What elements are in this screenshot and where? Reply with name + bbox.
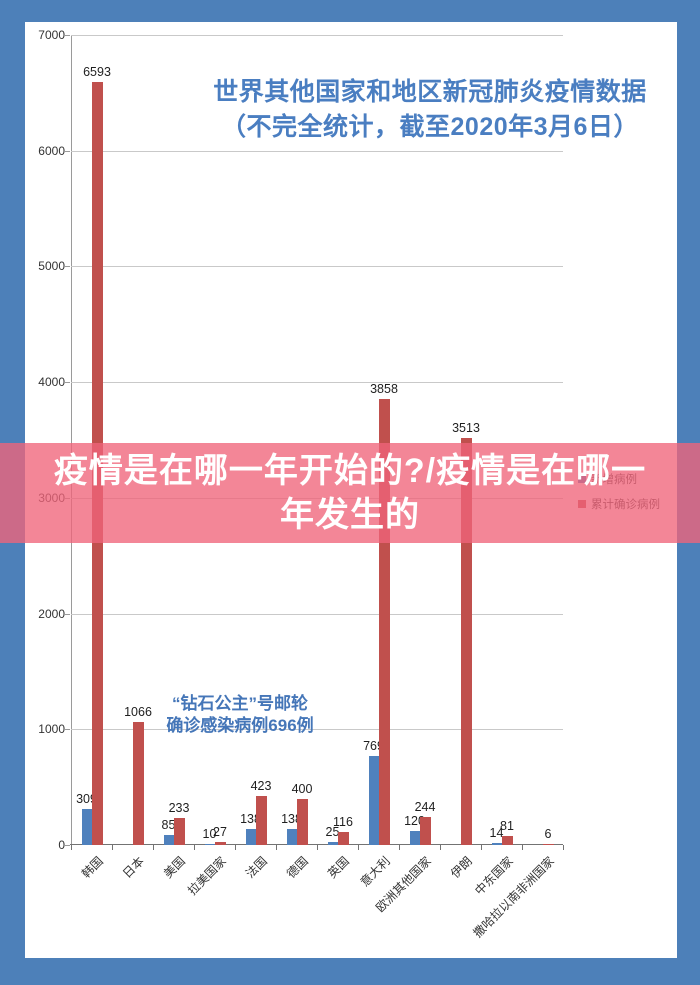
bar-累计确诊病例-美国: [173, 818, 185, 845]
y-axis-label-7000: 7000: [38, 28, 65, 42]
y-axis-label-6000: 6000: [38, 143, 65, 158]
annotation-diamond-princess: “钻石公主”号邮轮 确诊感染病例696例: [95, 693, 385, 737]
x-tick-6: [317, 845, 318, 850]
x-axis-label-意大利: 意大利: [358, 854, 394, 890]
bar-累计确诊病例-欧洲其他国家: [419, 817, 431, 845]
bar-label-累计确诊病例-德国: 400: [291, 782, 313, 796]
y-tick-7000: [65, 35, 70, 36]
y-tick-2000: [65, 613, 70, 615]
bar-新增病例-法国: [245, 829, 256, 845]
y-tick-6000: [65, 150, 70, 152]
bar-新增病例-韩国: [81, 809, 92, 845]
x-tick-3: [194, 845, 195, 850]
y-tick-4000: [65, 382, 70, 384]
bar-累计确诊病例-意大利: [378, 399, 390, 845]
x-tick-5: [276, 845, 277, 850]
banner-title-line1: 疫情是在哪一年开始的?/疫情是在哪一: [53, 452, 647, 490]
x-axis-label-拉美国家: 拉美国家: [185, 854, 230, 898]
bar-新增病例-美国: [163, 835, 174, 845]
x-tick-11: [522, 845, 523, 850]
x-tick-10: [481, 845, 482, 850]
x-axis-label-德国: 德国: [284, 854, 312, 881]
y-axis-label-5000: 5000: [38, 259, 65, 274]
bar-新增病例-中东国家: [491, 843, 502, 845]
bar-累计确诊病例-拉美国家: [214, 842, 226, 845]
bar-累计确诊病例-伊朗: [460, 438, 472, 845]
bar-累计确诊病例-中东国家: [501, 836, 513, 845]
bar-label-累计确诊病例-拉美国家: 27: [213, 825, 227, 839]
y-tick-1000: [65, 729, 70, 731]
y-axis-label-2000: 2000: [38, 606, 65, 621]
bar-累计确诊病例-日本: [132, 722, 144, 845]
bar-label-累计确诊病例-日本: 1066: [124, 705, 152, 719]
x-axis-label-撒哈拉以南非洲国家: 撒哈拉以南非洲国家: [471, 854, 558, 941]
x-axis-label-日本: 日本: [120, 854, 148, 881]
y-axis-label-4000: 4000: [38, 375, 65, 390]
bar-label-累计确诊病例-美国: 233: [168, 801, 190, 815]
annotation-line2: 确诊感染病例696例: [166, 716, 314, 735]
article-title-banner[interactable]: 疫情是在哪一年开始的?/疫情是在哪一 年发生的: [0, 443, 700, 543]
x-axis-line: [70, 844, 563, 845]
x-tick-2: [153, 845, 154, 850]
bar-label-新增病例-英国: 25: [325, 825, 340, 839]
y-tick-5000: [65, 266, 70, 268]
gridline-7000: [71, 35, 563, 36]
y-tick-0: [65, 845, 70, 846]
bar-累计确诊病例-法国: [255, 796, 267, 845]
bar-label-累计确诊病例-法国: 423: [250, 779, 272, 793]
gridline-6000: [71, 150, 563, 152]
bar-label-新增病例-拉美国家: 10: [202, 827, 217, 841]
x-axis-label-韩国: 韩国: [79, 854, 107, 881]
x-axis-label-伊朗: 伊朗: [448, 854, 476, 881]
x-tick-1: [112, 845, 113, 850]
x-axis-label-法国: 法国: [243, 854, 271, 881]
bar-label-累计确诊病例-撒哈拉以南非洲国家: 6: [544, 827, 552, 841]
bar-label-累计确诊病例-欧洲其他国家: 244: [414, 800, 436, 814]
chart-title-line1: 世界其他国家和地区新冠肺炎疫情数据: [213, 78, 647, 106]
bar-新增病例-拉美国家: [204, 844, 215, 845]
bar-label-累计确诊病例-英国: 116: [333, 815, 353, 829]
bar-新增病例-欧洲其他国家: [409, 831, 420, 845]
bar-label-累计确诊病例-意大利: 3858: [370, 382, 398, 396]
x-axis-label-美国: 美国: [161, 854, 189, 881]
bar-累计确诊病例-德国: [296, 799, 308, 845]
x-tick-8: [399, 845, 400, 850]
bar-累计确诊病例-英国: [337, 832, 349, 845]
banner-title-line2: 年发生的: [280, 496, 420, 534]
gridline-1000: [71, 729, 563, 731]
gridline-4000: [71, 382, 563, 384]
bar-label-累计确诊病例-中东国家: 81: [500, 819, 514, 833]
x-tick-7: [358, 845, 359, 850]
bar-label-新增病例-中东国家: 14: [489, 826, 504, 840]
x-tick-9: [440, 845, 441, 850]
bar-新增病例-德国: [286, 829, 297, 845]
bar-新增病例-意大利: [368, 756, 379, 845]
y-axis-line: [71, 35, 72, 845]
x-axis-label-英国: 英国: [325, 854, 353, 881]
chart-title-line2: （不完全统计，截至2020年3月6日）: [221, 113, 639, 141]
bar-label-累计确诊病例-韩国: 6593: [83, 65, 111, 79]
bar-累计确诊病例-撒哈拉以南非洲国家: [542, 844, 554, 845]
annotation-line1: “钻石公主”号邮轮: [172, 694, 308, 713]
x-tick-4: [235, 845, 236, 850]
chart-title: 世界其他国家和地区新冠肺炎疫情数据 （不完全统计，截至2020年3月6日）: [175, 75, 685, 145]
x-tick-12: [563, 845, 564, 850]
gridline-2000: [71, 613, 563, 615]
gridline-5000: [71, 266, 563, 268]
bar-label-新增病例-美国: 85: [161, 818, 176, 832]
y-axis-label-0: 0: [58, 838, 65, 852]
bar-label-累计确诊病例-伊朗: 3513: [452, 421, 480, 435]
y-axis-label-1000: 1000: [38, 722, 65, 737]
x-tick-0: [71, 845, 72, 850]
bar-新增病例-英国: [327, 842, 338, 845]
